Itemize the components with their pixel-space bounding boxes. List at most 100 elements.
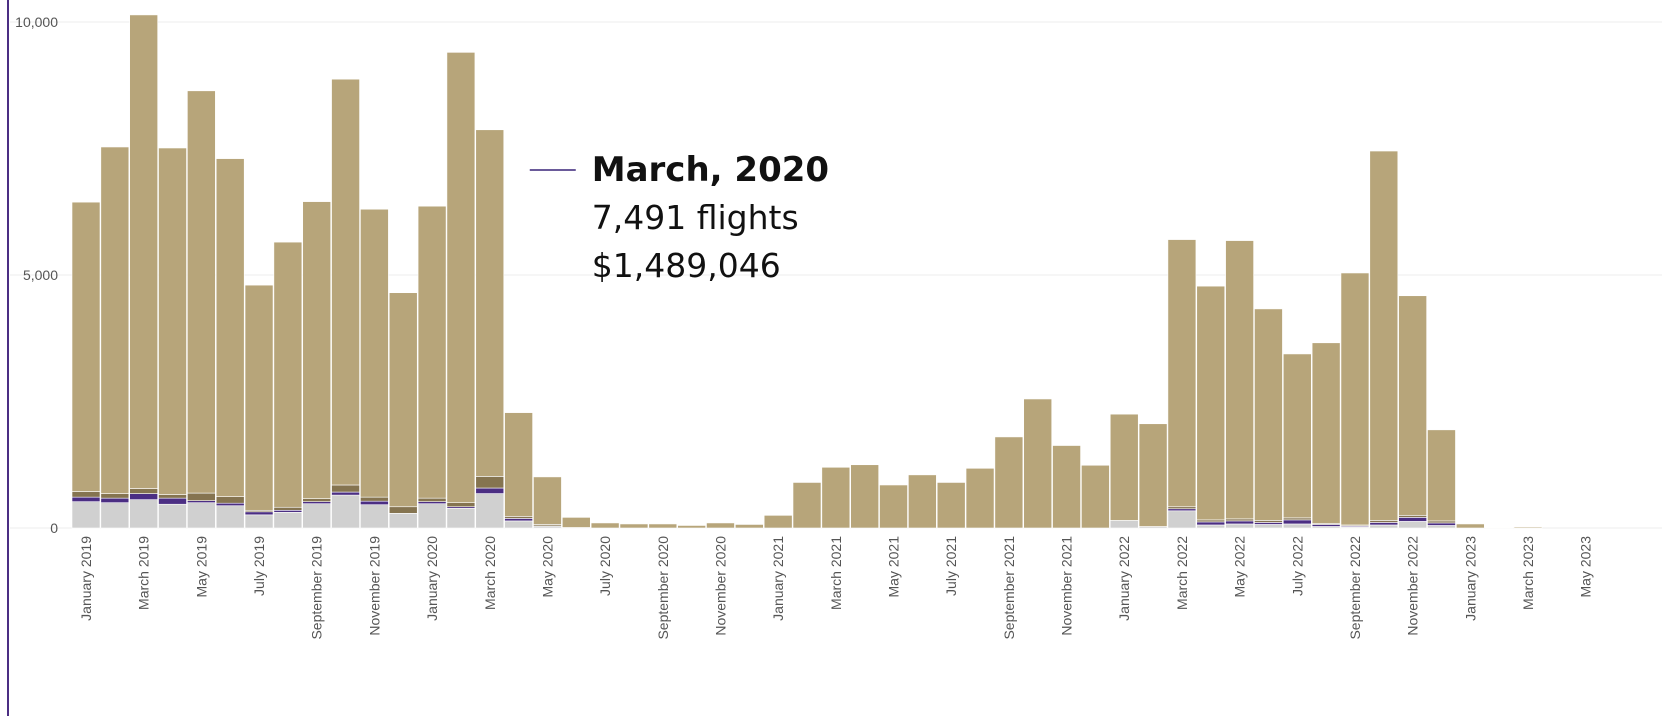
bar-43-segment-3: [1311, 342, 1341, 524]
y-axis-ticks: 0 5,000 10,000: [15, 14, 58, 536]
bar-0-segment-2: [71, 491, 101, 498]
bar-3-segment-3: [158, 147, 187, 495]
bar-25-segment-3: [792, 482, 822, 529]
bar-13-segment-0: [446, 507, 476, 529]
bar-12-segment-2: [417, 497, 447, 502]
bar-31-segment-3: [965, 467, 995, 529]
x-tick-label-13: March 2021: [828, 536, 844, 610]
bar-49-segment-3: [1484, 527, 1514, 529]
x-tick-label-24: January 2023: [1462, 536, 1478, 621]
bar-16-segment-0: [533, 525, 562, 529]
bar-35-segment-3: [1081, 464, 1110, 529]
bar-7-segment-3: [273, 241, 303, 508]
x-tick-label-12: January 2021: [770, 536, 786, 621]
bar-10-segment-3: [360, 208, 389, 498]
bar-7-segment-0: [273, 512, 303, 529]
bar-9-segment-0: [331, 494, 360, 529]
left-border: [7, 0, 9, 716]
bar-9-segment-1: [331, 491, 360, 496]
bar-4-segment-0: [187, 502, 216, 529]
x-tick-label-14: May 2021: [886, 536, 902, 598]
bar-36-segment-3: [1109, 413, 1139, 521]
bar-23-segment-3: [735, 524, 764, 529]
bar-38-segment-0: [1167, 510, 1197, 529]
annotation-amount: $1,489,046: [592, 246, 781, 285]
x-tick-label-11: November 2020: [712, 536, 728, 636]
bar-17-segment-3: [561, 517, 591, 528]
bar-12-segment-1: [417, 501, 447, 505]
bar-43-segment-1: [1311, 524, 1341, 527]
bar-5-segment-1: [215, 502, 245, 507]
bar-42-segment-2: [1282, 517, 1312, 521]
annotation-title: March, 2020: [592, 150, 829, 190]
bar-41-segment-3: [1254, 308, 1283, 521]
y-tick-label-2: 10,000: [15, 14, 58, 30]
bar-15-segment-0: [504, 520, 533, 529]
bar-50-segment-3: [1513, 526, 1543, 529]
bar-39-segment-3: [1196, 285, 1226, 521]
bar-46-segment-1: [1398, 517, 1427, 522]
x-tick-label-21: July 2022: [1289, 536, 1305, 596]
bar-20-segment-3: [648, 523, 678, 529]
x-tick-label-9: July 2020: [597, 536, 613, 596]
bar-46-segment-0: [1398, 521, 1427, 529]
bar-0-segment-1: [71, 496, 101, 502]
x-tick-label-20: May 2022: [1232, 536, 1248, 598]
bar-15-segment-3: [504, 412, 533, 517]
bar-34-segment-3: [1052, 445, 1081, 529]
bar-45-segment-3: [1369, 150, 1399, 521]
bar-47-segment-0: [1427, 525, 1456, 529]
x-tick-label-8: May 2020: [539, 536, 555, 598]
bar-45-segment-2: [1369, 520, 1399, 523]
bar-40-segment-1: [1225, 520, 1254, 525]
bar-38-segment-2: [1167, 506, 1197, 510]
bar-8-segment-2: [302, 498, 332, 502]
x-axis-ticks: January 2019 March 2019 May 2019 July 2019 S…: [78, 536, 1594, 640]
bar-41-segment-2: [1254, 520, 1283, 523]
bar-1-segment-0: [100, 502, 130, 529]
bar-26-segment-3: [821, 466, 851, 529]
bar-11-segment-0: [388, 513, 418, 529]
bar-45-segment-1: [1369, 522, 1399, 526]
x-tick-label-26: May 2023: [1578, 536, 1594, 598]
bar-12-segment-3: [417, 205, 447, 499]
bar-47-segment-3: [1427, 429, 1456, 522]
bar-2-segment-3: [129, 14, 158, 489]
bar-5-segment-0: [215, 505, 245, 529]
bar-27-segment-3: [850, 464, 879, 529]
x-tick-label-10: September 2020: [655, 536, 671, 640]
bar-47-segment-1: [1427, 522, 1456, 526]
x-tick-label-23: November 2022: [1405, 536, 1421, 636]
bar-42-segment-0: [1282, 523, 1312, 529]
bar-1-segment-1: [100, 497, 130, 503]
bar-28-segment-3: [879, 484, 908, 529]
bar-4-segment-1: [187, 500, 216, 503]
x-tick-label-7: March 2020: [482, 536, 498, 610]
bar-29-segment-3: [908, 474, 937, 529]
bar-36-segment-0: [1109, 520, 1139, 529]
bar-18-segment-3: [590, 522, 620, 529]
bar-3-segment-2: [158, 494, 187, 499]
bar-1-segment-2: [100, 493, 130, 499]
bar-7-segment-2: [273, 506, 303, 511]
bar-41-segment-0: [1254, 524, 1283, 529]
bar-15-segment-1: [504, 518, 533, 522]
bar-37-segment-3: [1138, 423, 1168, 527]
bar-46-segment-2: [1398, 515, 1427, 518]
bar-40-segment-2: [1225, 518, 1254, 522]
bar-38-segment-1: [1167, 508, 1197, 512]
bar-6-segment-0: [244, 514, 274, 529]
bar-22-segment-3: [706, 522, 735, 529]
y-tick-label-1: 5,000: [23, 267, 58, 283]
x-tick-label-2: May 2019: [193, 536, 209, 598]
x-tick-label-22: September 2022: [1347, 536, 1363, 640]
bar-24-segment-3: [763, 515, 793, 529]
bar-2-segment-2: [129, 488, 158, 494]
x-tick-label-16: September 2021: [1001, 536, 1017, 640]
bar-11-segment-3: [388, 292, 418, 508]
x-tick-label-19: March 2022: [1174, 536, 1190, 610]
bar-2-segment-0: [129, 499, 158, 529]
bar-3-segment-1: [158, 497, 187, 505]
bar-15-segment-2: [504, 516, 533, 519]
